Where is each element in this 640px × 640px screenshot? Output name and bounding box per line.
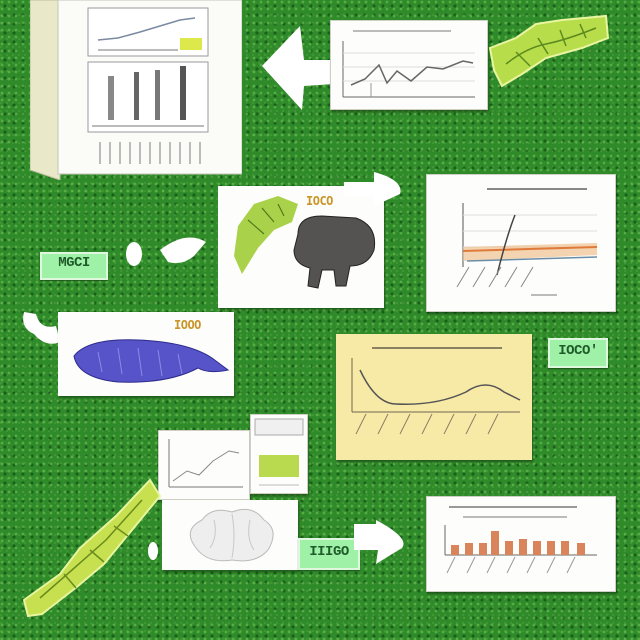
- illustration-card-lower: IOOO: [58, 312, 234, 396]
- area-chart-card: [426, 174, 616, 312]
- line-chart-card-top: [330, 20, 488, 110]
- brain-illustration-card: [162, 500, 298, 570]
- blob-shape-left: [16, 308, 62, 352]
- arrow-right-icon-upper: [344, 172, 404, 208]
- bar-chart-card: [426, 496, 616, 592]
- plant-stalk-icon: [20, 478, 164, 618]
- plant-leaf-icon: [486, 8, 610, 88]
- document-folder: [30, 0, 242, 180]
- illustration-card: IOCO: [218, 186, 384, 308]
- blob-shape: [124, 236, 214, 272]
- card-title-lower: IOOO: [174, 318, 201, 332]
- arrow-right-icon-lower: [354, 520, 410, 564]
- arrow-left-icon: [262, 26, 334, 112]
- scatter-chart-card: [158, 430, 250, 500]
- blob-shape-bottom: [146, 540, 160, 562]
- line-chart-card-yellow: [336, 334, 532, 460]
- label-tag-bottom: IIIGO: [298, 538, 360, 570]
- label-tag-left: MGCI: [40, 252, 108, 280]
- document-card-small: [250, 414, 308, 494]
- label-tag-right: IOCO': [548, 338, 608, 368]
- card-title-upper: IOCO: [306, 194, 333, 208]
